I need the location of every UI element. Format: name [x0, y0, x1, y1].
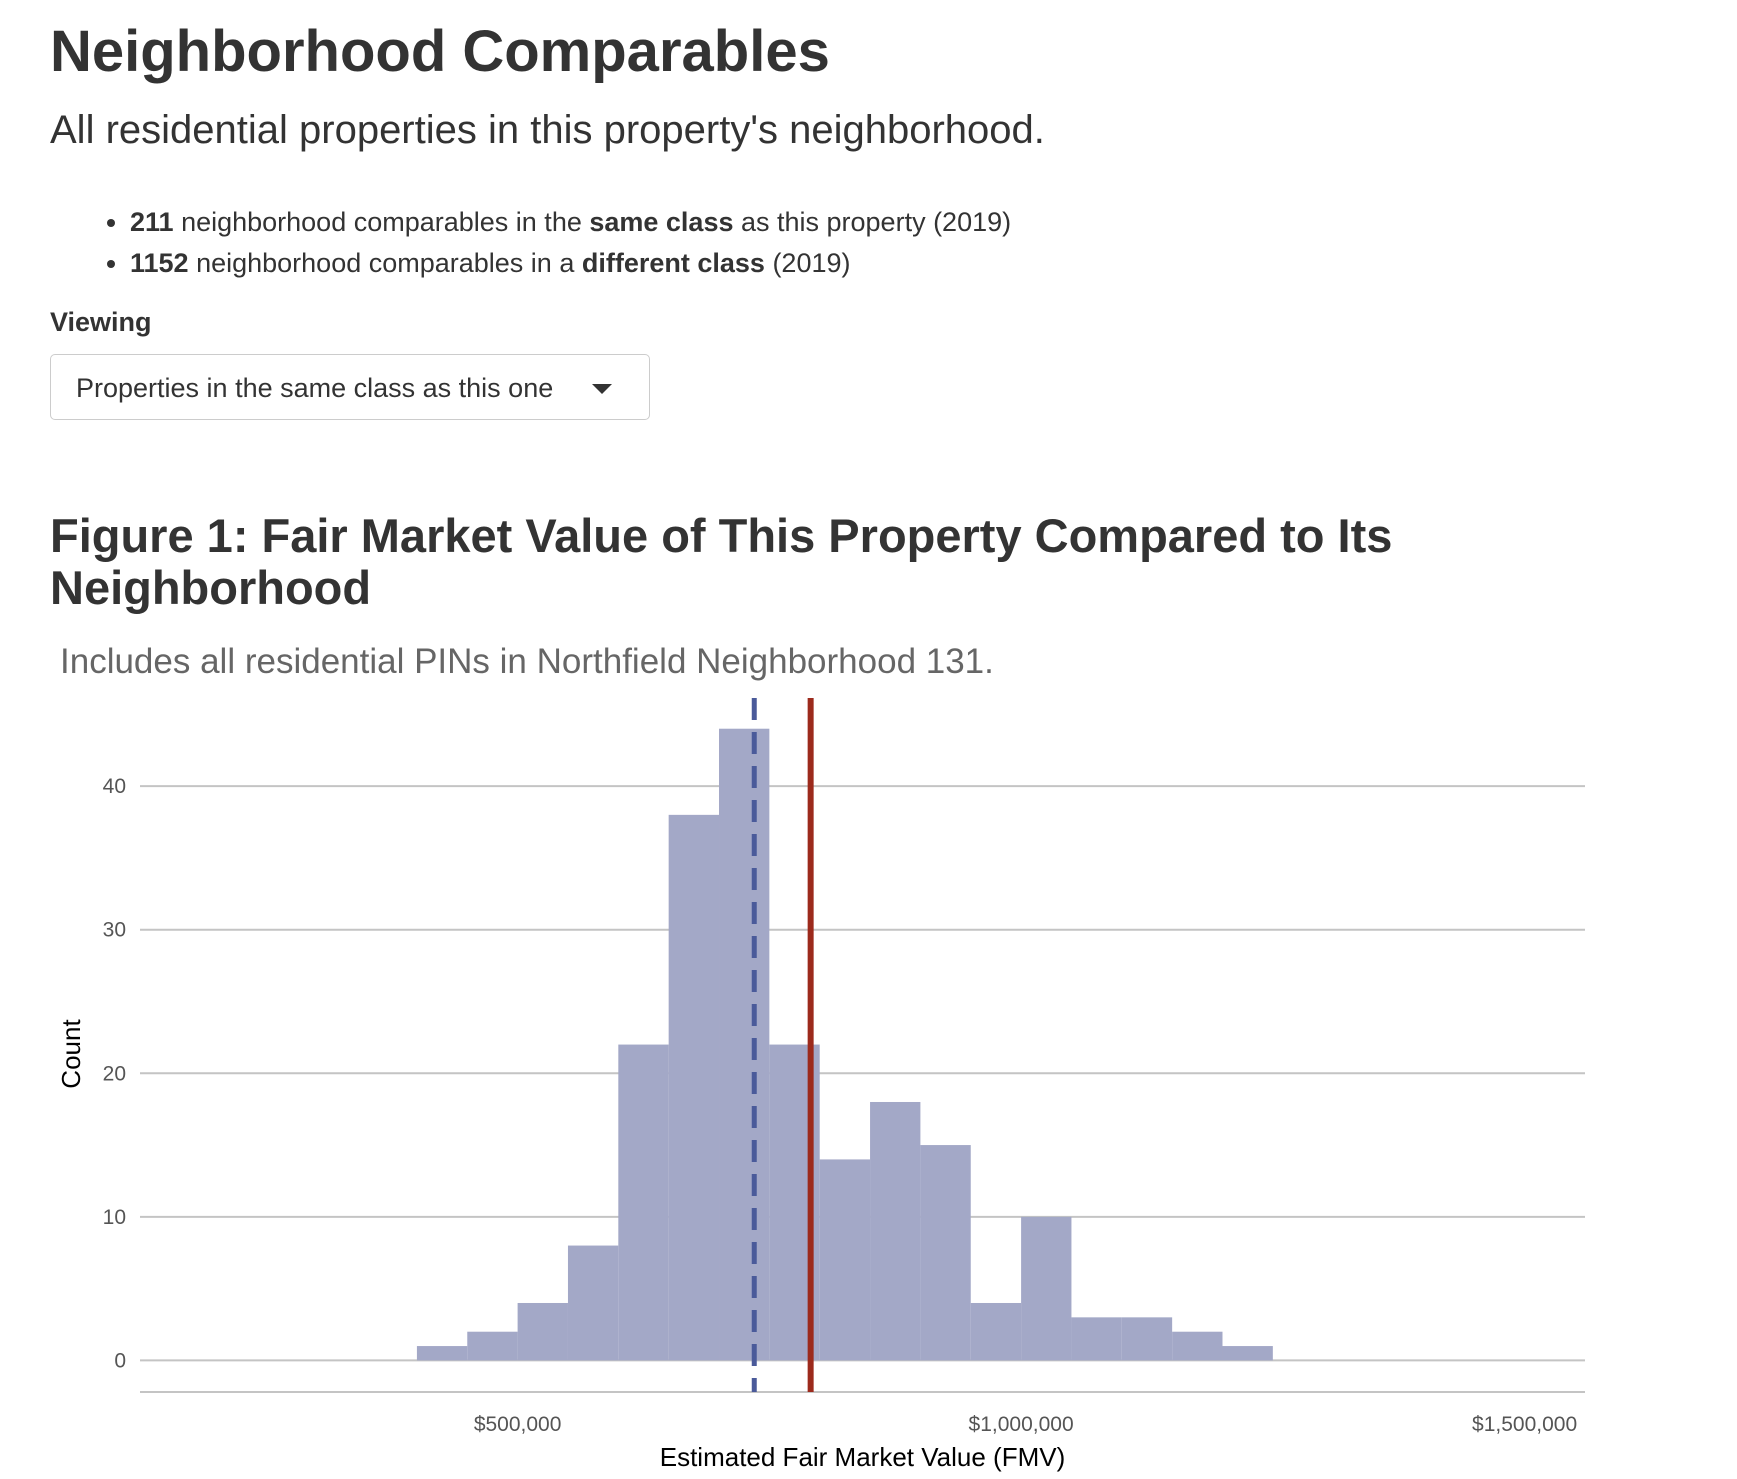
x-tick-label: $1,000,000 [969, 1413, 1074, 1436]
stat-count: 211 [130, 207, 174, 237]
stats-list: 211 neighborhood comparables in the same… [50, 202, 1011, 284]
figure-title: Figure 1: Fair Market Value of This Prop… [50, 509, 1393, 614]
x-tick-label: $1,500,000 [1472, 1413, 1577, 1436]
histogram-bar [970, 1302, 1022, 1361]
viewing-select-value: Properties in the same class as this one [76, 373, 554, 403]
stat-emph: different class [581, 248, 765, 278]
stat-count: 1152 [130, 248, 189, 278]
x-axis-title: Estimated Fair Market Value (FMV) [660, 1442, 1066, 1472]
histogram-bar [1071, 1317, 1122, 1361]
histogram-bar [567, 1245, 619, 1361]
histogram-bar [1121, 1317, 1173, 1361]
figure-subtitle: Includes all residential PINs in Northfi… [60, 642, 994, 681]
stat-text: (2019) [764, 248, 851, 278]
viewing-label: Viewing [50, 307, 152, 337]
viewing-select[interactable]: Properties in the same class as this one [50, 354, 650, 420]
stat-different-class: 1152 neighborhood comparables in a diffe… [130, 243, 1011, 284]
histogram-bar [1021, 1216, 1072, 1361]
histogram-bar [1222, 1346, 1273, 1361]
histogram-bar [668, 814, 720, 1361]
y-tick-label: 40 [103, 775, 126, 798]
y-tick-label: 0 [114, 1349, 126, 1372]
chevron-down-icon[interactable] [592, 384, 612, 394]
stat-text: neighborhood comparables in the [173, 207, 590, 237]
histogram-bar [416, 1346, 468, 1361]
histogram-bar [1172, 1331, 1223, 1361]
histogram-bar [819, 1159, 871, 1361]
histogram-bar [870, 1101, 921, 1361]
stat-same-class: 211 neighborhood comparables in the same… [130, 202, 1011, 243]
y-tick-label: 30 [103, 919, 126, 942]
stat-text: neighborhood comparables in a [188, 248, 582, 278]
histogram-bar [467, 1331, 518, 1361]
histogram-bar [618, 1044, 669, 1361]
stat-text: as this property (2019) [733, 207, 1012, 237]
y-axis-title: Count [56, 1019, 86, 1089]
stat-emph: same class [589, 207, 734, 237]
histogram-bar [517, 1302, 568, 1361]
page-title: Neighborhood Comparables [50, 19, 830, 84]
histogram-bar [719, 728, 770, 1361]
page-lead: All residential properties in this prope… [50, 108, 1045, 152]
y-tick-label: 10 [103, 1206, 126, 1229]
histogram-bar [920, 1145, 971, 1361]
y-tick-label: 20 [103, 1062, 126, 1085]
x-tick-label: $500,000 [474, 1413, 562, 1436]
